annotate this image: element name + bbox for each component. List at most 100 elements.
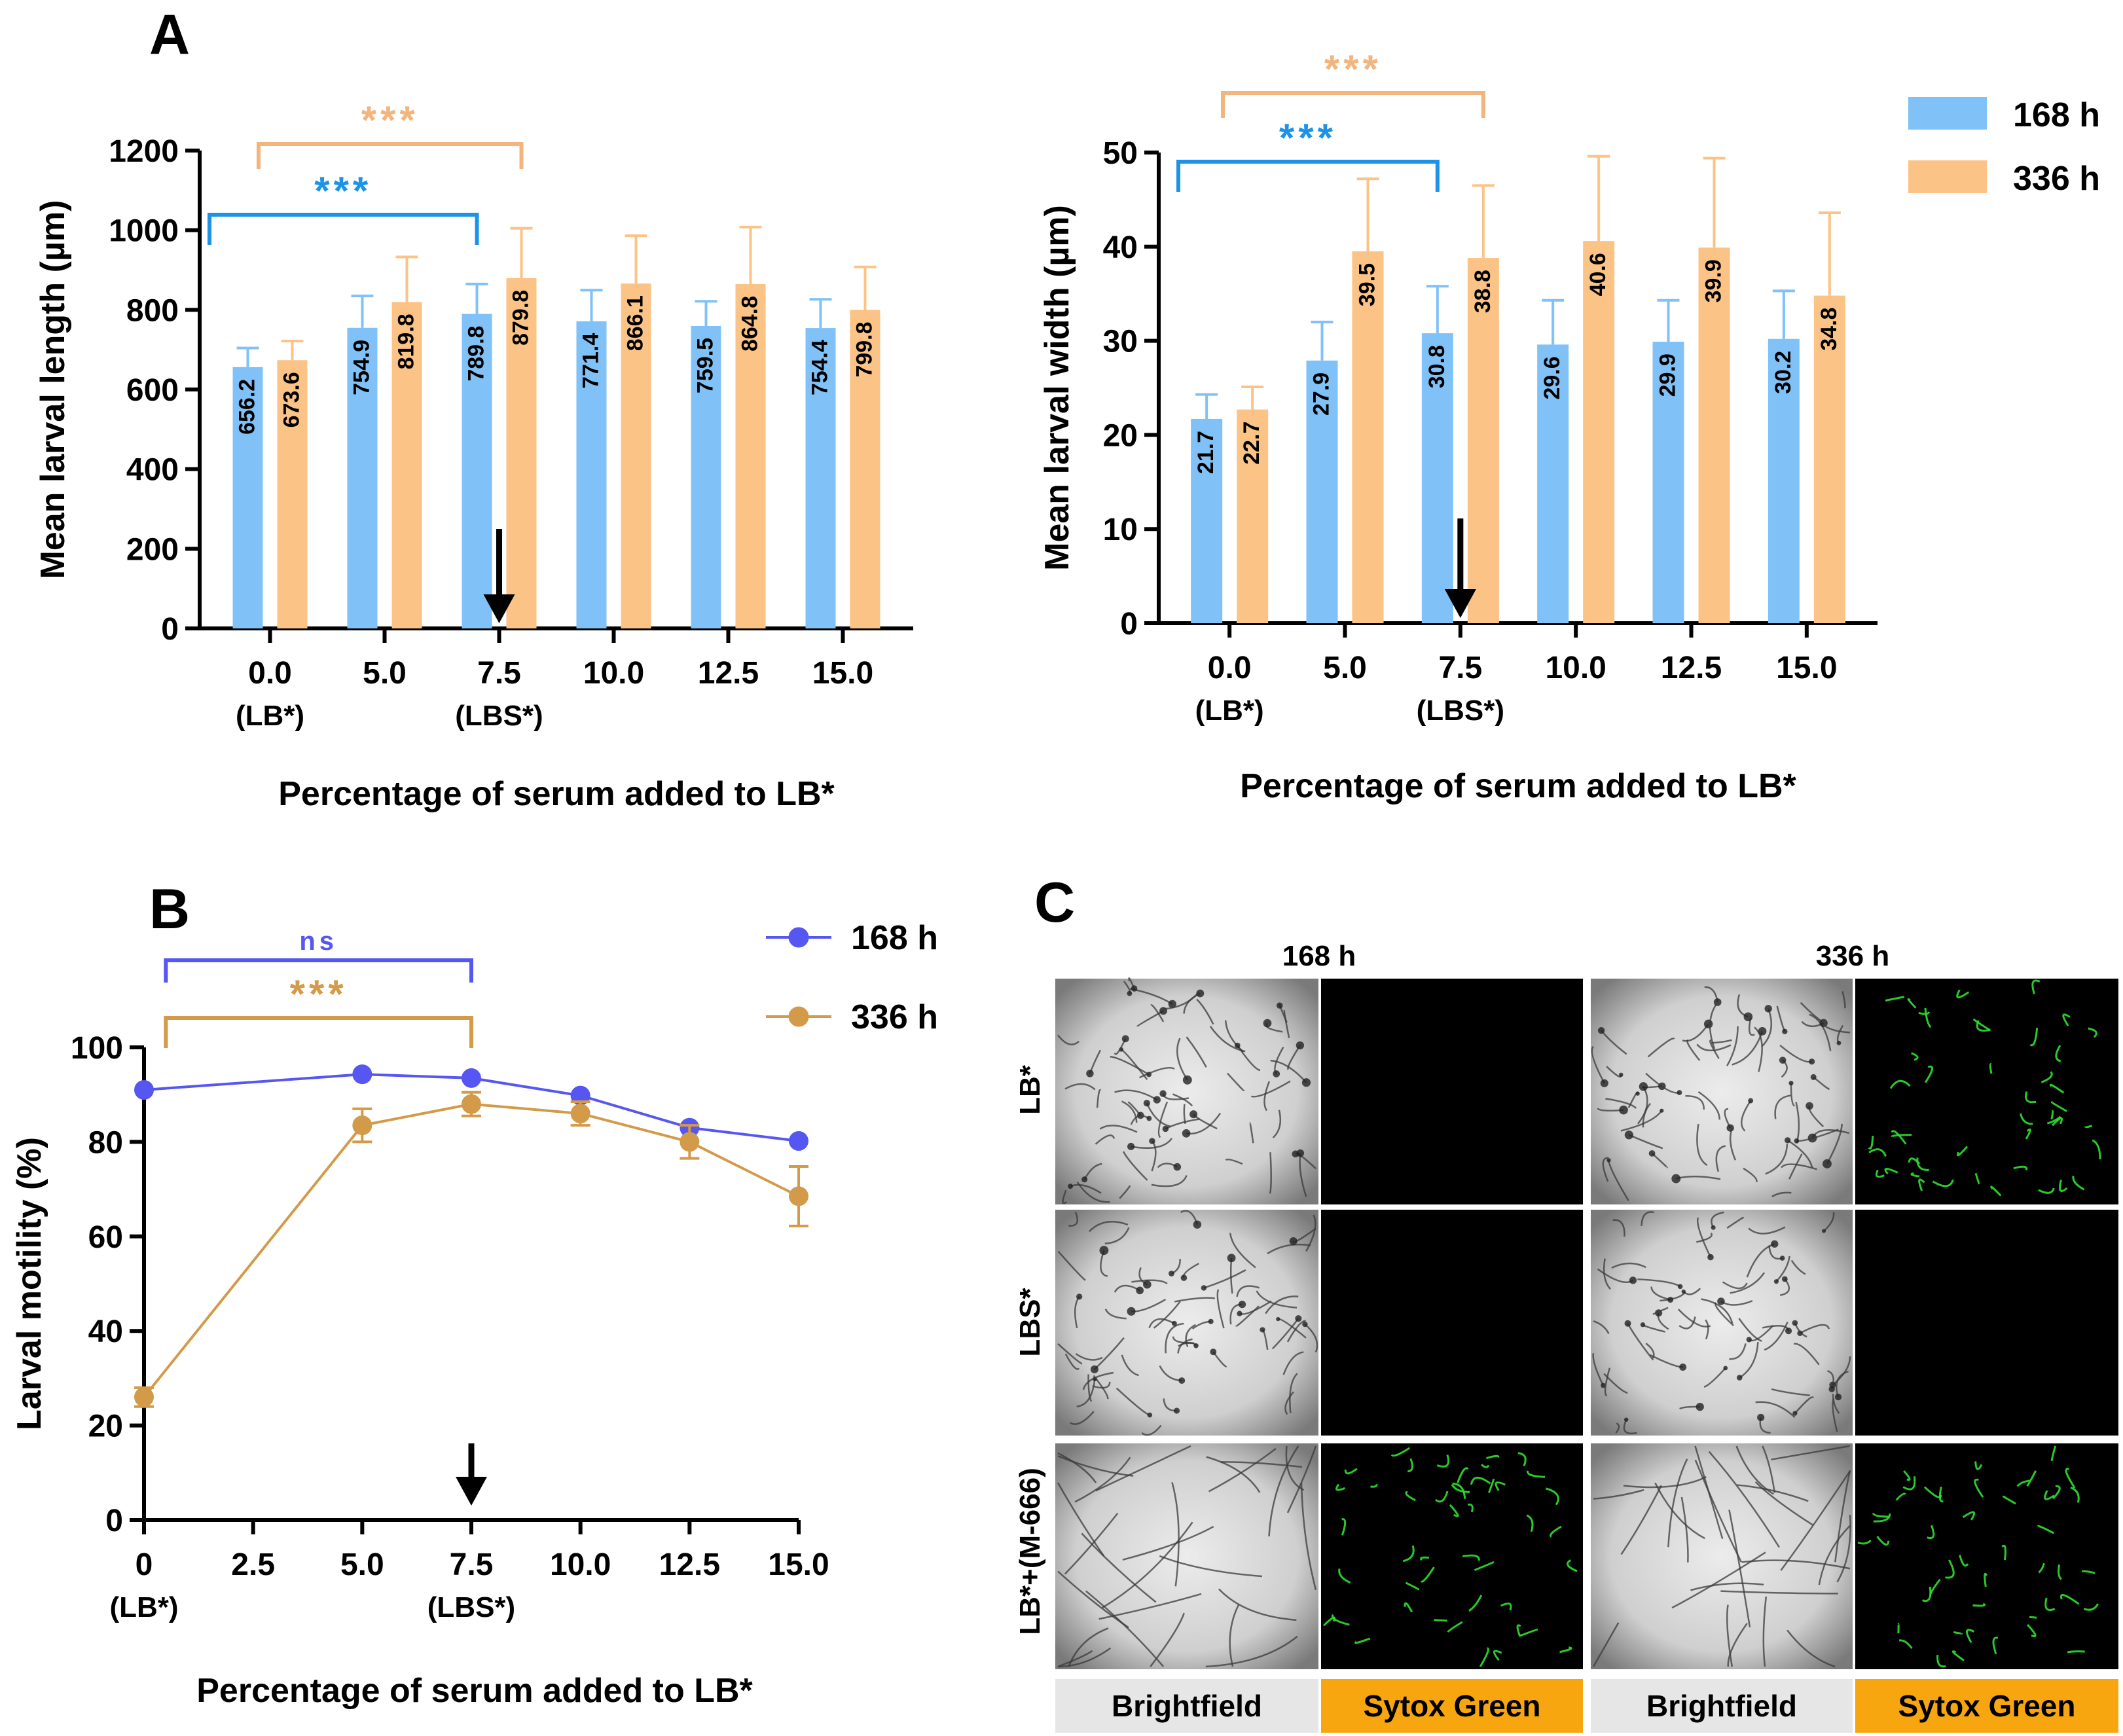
y-tick-label: 800 [126,293,179,328]
panel-letter-b: B [149,878,190,941]
larva-shape [1236,1285,1260,1297]
data-point-168h [352,1064,372,1085]
bar-168h [232,367,263,628]
stained-larva [1338,1568,1351,1584]
larva-shape [1711,1039,1732,1044]
stained-larva [1470,1476,1491,1485]
larva-shape [1615,1422,1620,1434]
larva-shape [1592,1352,1605,1386]
larva-shape [1748,1017,1755,1036]
larva-head [1707,1254,1714,1261]
data-label: 39.5 [1355,263,1380,306]
larva-head [1681,1289,1686,1294]
larva-head [1713,998,1722,1006]
larva-shape [1268,1445,1299,1537]
larva-shape [1104,1227,1130,1244]
larva-shape [1227,1072,1245,1091]
stained-larva [2025,1128,2031,1140]
x-tick-label: 12.5 [659,1547,720,1582]
bar-336h [1352,251,1384,623]
larva-shape [1186,1036,1207,1068]
stained-larva [1457,1467,1469,1483]
larva-shape [1095,1134,1116,1145]
larva-head [1809,1058,1815,1065]
larva-head [1076,1293,1083,1300]
larva-shape [1592,1622,1620,1667]
row-label-lbs: LBS* [1014,1288,1046,1357]
larva-head [1677,1284,1683,1290]
larva-shape [1726,1216,1744,1229]
x-axis-label: Percentage of serum added to LB* [196,1672,753,1710]
larva-head [1823,1159,1832,1168]
larva-shape [1085,1590,1165,1667]
larva-shape [1680,1496,1689,1563]
stained-larva [1405,1491,1416,1502]
larva-shape [1284,1391,1294,1415]
stained-larva [1974,1461,1983,1470]
x-tick-label: 12.5 [698,656,759,691]
stained-larva [2026,1623,2037,1638]
y-tick-label: 400 [126,453,179,488]
data-point-168h [134,1079,154,1100]
larva-shape [1726,1604,1733,1667]
stained-larva [1462,1554,1480,1561]
larva-shape [1701,1298,1733,1324]
larva-shape [1171,1482,1180,1587]
stained-larva [1407,1458,1413,1473]
larva-shape [1612,1219,1625,1237]
bar-168h [805,328,836,628]
larva-shape [1287,1045,1301,1071]
larva-shape [1813,1076,1830,1090]
data-point-336h [134,1387,154,1407]
larva-head [1771,1240,1779,1248]
bar-336h [1583,241,1615,623]
y-tick-label: 600 [126,373,179,408]
y-tick-label: 30 [1103,325,1138,359]
stained-larva [1341,1518,1347,1536]
larva-shape [1781,1163,1817,1170]
larva-shape [1603,1373,1628,1394]
larva-shape [1285,1445,1305,1491]
footer-sytox-1: Sytox Green [1364,1689,1541,1723]
data-label: 759.5 [693,338,718,393]
stained-larva [1885,996,1905,1002]
larva-head [1121,1035,1129,1043]
stained-larva [1434,1619,1447,1622]
larva-head [1193,1343,1199,1348]
stained-larva [1972,1602,1986,1607]
x-tick-label: 10.0 [583,656,644,691]
data-label: 21.7 [1193,431,1218,474]
larva-shape [1272,1110,1282,1139]
larva-head [1597,1026,1605,1034]
stained-larva [1959,1555,1969,1567]
larva-shape [1206,1456,1261,1493]
bar-336h [1237,409,1269,623]
stained-larva [2082,1570,2096,1574]
data-point-336h [680,1132,700,1152]
footer-bg-sg2 [1855,1679,2118,1733]
data-label: 38.8 [1470,270,1495,313]
stained-larva [1903,1470,1911,1481]
stained-larva [2052,1485,2061,1500]
larva-shape [1163,991,1200,1010]
larva-head [1779,1057,1787,1064]
stained-larva [1447,1621,1463,1633]
larva-head [1671,1174,1681,1184]
larva-head [1147,1412,1153,1418]
larva-head [1726,1124,1734,1132]
bar-168h [1191,418,1223,623]
x-tick-label: 2.5 [231,1547,275,1582]
y-tick-label: 0 [105,1504,123,1538]
data-label: 771.4 [579,333,604,389]
larva-shape [1775,1256,1790,1282]
larva-shape [1165,1322,1184,1354]
bar-168h [1768,338,1800,623]
larva-head [1619,1105,1628,1115]
arrow-head [456,1477,487,1506]
stained-larva [1945,1559,1955,1579]
stained-larva [2084,1125,2093,1129]
larva-shape [1101,1521,1193,1609]
stained-larva [1989,1063,1993,1074]
stained-larva [2065,1468,2076,1489]
stained-larva [1567,1559,1578,1572]
